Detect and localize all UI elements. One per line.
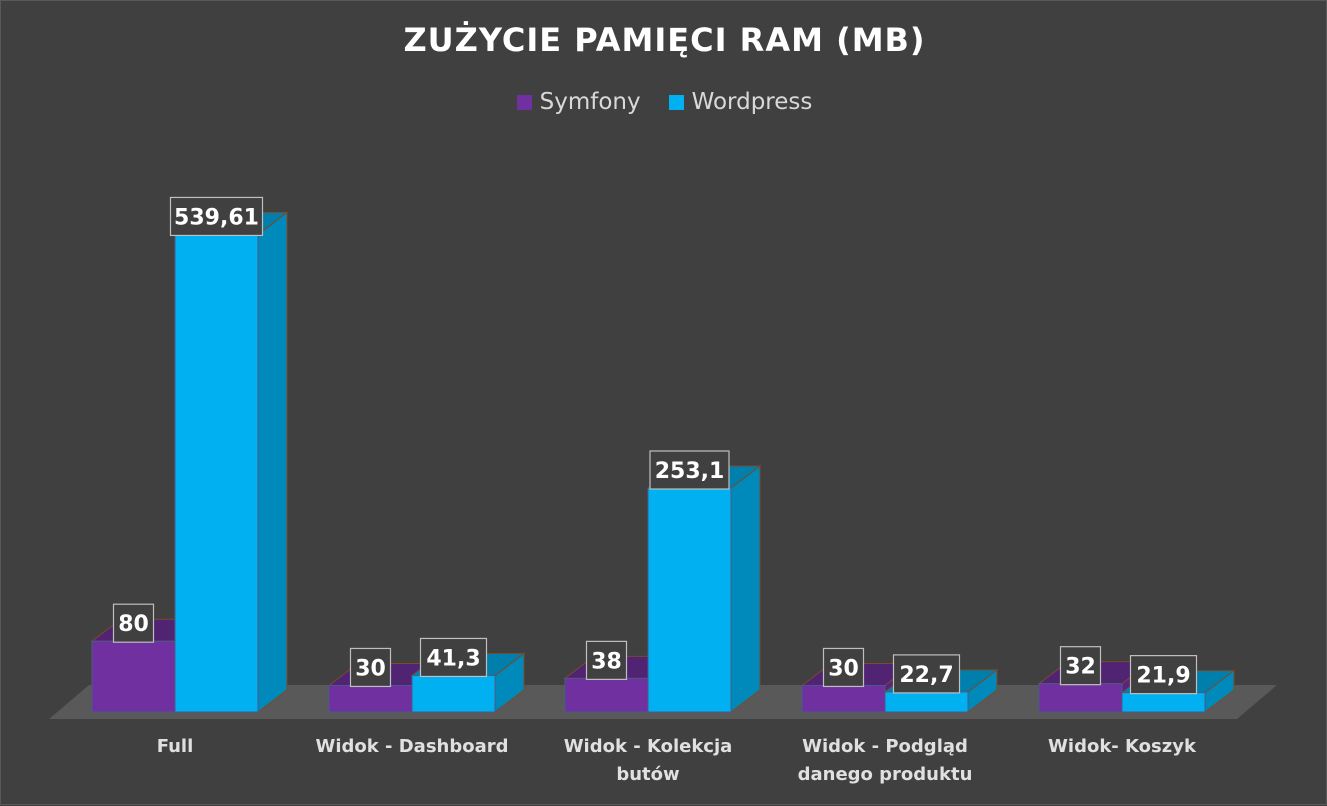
chart-title: ZUŻYCIE PAMIĘCI RAM (MB)	[403, 21, 926, 59]
category-label-line: Widok- Koszyk	[1048, 736, 1196, 757]
data-label-box-wordpress-4	[1129, 655, 1198, 695]
data-label-box-wordpress-1	[419, 637, 488, 678]
data-label-symfony-1: 30	[355, 656, 386, 681]
data-label-wordpress-2: 253,1	[655, 459, 725, 484]
data-label-box-wordpress-0	[169, 196, 264, 237]
legend-label-symfony: Symfony	[539, 89, 641, 115]
bar-symfony-3	[801, 684, 886, 713]
data-label-box-symfony-4	[1059, 646, 1102, 686]
bar-symfony-0	[91, 640, 176, 713]
data-label-wordpress-4: 21,9	[1136, 664, 1190, 689]
legend-item-symfony: Symfony	[516, 89, 641, 115]
bar-side-wordpress-0	[257, 211, 288, 714]
data-label-box-wordpress-2	[649, 450, 730, 490]
category-label-line: butów	[616, 764, 680, 785]
category-label-0: Full	[65, 733, 285, 761]
data-label-symfony-3: 30	[828, 656, 859, 681]
data-label-wordpress-3: 22,7	[899, 663, 953, 688]
category-label-line: Full	[156, 736, 194, 757]
data-label-wordpress-0: 539,61	[174, 205, 259, 230]
category-label-4: Widok- Koszyk	[1012, 733, 1232, 761]
bar-wordpress-2	[647, 487, 732, 713]
bar-symfony-1	[328, 684, 413, 713]
data-label-box-wordpress-3	[892, 654, 961, 694]
data-label-symfony-2: 38	[591, 649, 622, 674]
data-label-symfony-0: 80	[118, 612, 149, 637]
legend-label-wordpress: Wordpress	[691, 89, 813, 115]
legend: Symfony Wordpress	[1, 89, 1327, 115]
bar-wordpress-0	[174, 233, 259, 713]
legend-swatch-symfony	[516, 94, 532, 110]
data-label-wordpress-1: 41,3	[426, 646, 480, 671]
bar-symfony-2	[564, 677, 649, 713]
category-label-1: Widok - Dashboard	[302, 733, 522, 761]
data-label-box-symfony-1	[349, 647, 392, 688]
category-label-line: Widok - Kolekcja	[563, 736, 733, 757]
bar-wordpress-4	[1121, 692, 1206, 713]
data-label-symfony-4: 32	[1065, 655, 1096, 680]
legend-item-wordpress: Wordpress	[668, 89, 813, 115]
legend-swatch-wordpress	[668, 94, 684, 110]
data-label-box-symfony-3	[822, 647, 865, 688]
category-label-line: danego produktu	[797, 764, 973, 785]
bar-symfony-4	[1038, 683, 1123, 713]
data-label-box-symfony-2	[585, 640, 628, 680]
bar-wordpress-3	[884, 691, 969, 713]
category-label-3: Widok - Podgląd danego produktu	[775, 733, 995, 789]
category-label-2: Widok - Kolekcja butów	[538, 733, 758, 789]
category-label-line: Widok - Dashboard	[315, 736, 509, 757]
bar-side-wordpress-2	[730, 464, 761, 714]
data-label-box-symfony-0	[112, 603, 155, 643]
category-label-line: Widok - Podgląd	[802, 736, 968, 757]
bar-wordpress-1	[411, 674, 496, 713]
